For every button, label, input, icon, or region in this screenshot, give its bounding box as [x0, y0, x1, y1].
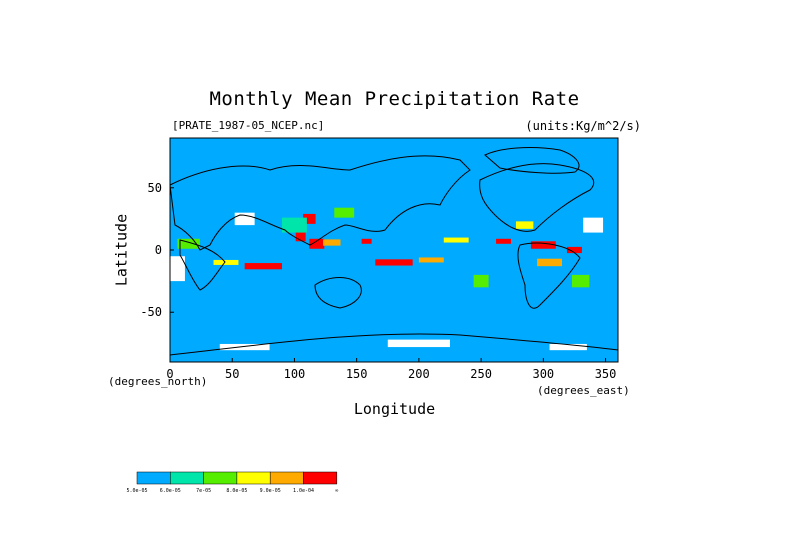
x-tick-label-100: 100: [284, 367, 306, 381]
x-tick-label-300: 300: [532, 367, 554, 381]
axis-ticks: 0 50 100 150 200 250 300 350 50 0 -50: [140, 181, 616, 381]
precip-region-9: [323, 239, 341, 246]
precip-region-22: [583, 217, 604, 233]
precip-region-14: [443, 237, 469, 243]
precip-region-23: [387, 339, 450, 348]
precip-region-2: [309, 238, 325, 249]
precip-region-16: [334, 207, 355, 218]
y-unit-label: (degrees_east): [537, 384, 630, 397]
precip-region-18: [571, 274, 590, 288]
map-background: [170, 138, 618, 362]
precip-region-10: [418, 257, 444, 263]
colorbar-label-5: 1.0e-04: [293, 488, 314, 494]
colorbar-label-6: ∞: [335, 488, 338, 494]
chart-title: Monthly Mean Precipitation Rate: [209, 88, 580, 110]
y-tick-label--50: -50: [140, 305, 162, 319]
x-tick-label-50: 50: [225, 367, 239, 381]
plot-area: [167, 138, 618, 362]
coastlines: [169, 147, 619, 356]
x-tick-label-250: 250: [470, 367, 492, 381]
x-tick-label-200: 200: [408, 367, 430, 381]
colorbar-label-0: 5.0e-05: [126, 488, 147, 494]
precip-region-0: [295, 228, 306, 242]
colorbar-label-1: 6.0e-05: [160, 488, 181, 494]
precip-region-5: [530, 241, 556, 249]
colorbar-label-2: 7e-05: [196, 488, 211, 494]
colorbar-swatch-0: [136, 471, 171, 485]
precip-region-12: [213, 259, 239, 265]
x-tick-label-350: 350: [595, 367, 617, 381]
x-tick-label-0: 0: [166, 367, 173, 381]
precip-region-11: [537, 258, 562, 267]
colorbar-swatch-3: [236, 471, 271, 485]
y-tick-label-50: 50: [148, 181, 162, 195]
units-label: (units:Kg/m^2/s): [525, 119, 641, 133]
x-axis-title: Longitude: [353, 400, 436, 418]
colorbar-swatch-4: [269, 471, 304, 485]
precip-region-8: [361, 238, 372, 244]
precip-region-13: [515, 221, 534, 229]
precip-region-25: [549, 343, 587, 351]
colorbar-swatch-5: [303, 471, 338, 485]
dataset-filename: [PRATE_1987-05_NCEP.nc]: [172, 119, 325, 132]
precip-region-20: [234, 212, 255, 226]
precip-region-21: [167, 256, 185, 282]
precip-region-17: [473, 274, 489, 288]
x-tick-label-150: 150: [346, 367, 368, 381]
colorbar-swatch-2: [203, 471, 238, 485]
precip-region-7: [496, 238, 511, 244]
precip-region-6: [566, 246, 582, 254]
colorbar-label-3: 8.0e-05: [226, 488, 247, 494]
x-unit-label: (degrees_north): [108, 375, 208, 388]
precip-region-3: [375, 259, 413, 266]
y-tick-label-0: 0: [155, 243, 162, 257]
colorbar-swatch-1: [170, 471, 204, 485]
precip-region-1: [303, 213, 316, 224]
colorbar: 5.0e-05 6.0e-05 7e-05 8.0e-05 9.0e-05 1.0e-04…: [126, 471, 338, 494]
precip-region-24: [219, 343, 270, 351]
colorbar-label-4: 9.0e-05: [260, 488, 281, 494]
precip-region-19: [282, 217, 307, 233]
precip-region-4: [244, 263, 282, 270]
precip-region-15: [177, 238, 200, 249]
